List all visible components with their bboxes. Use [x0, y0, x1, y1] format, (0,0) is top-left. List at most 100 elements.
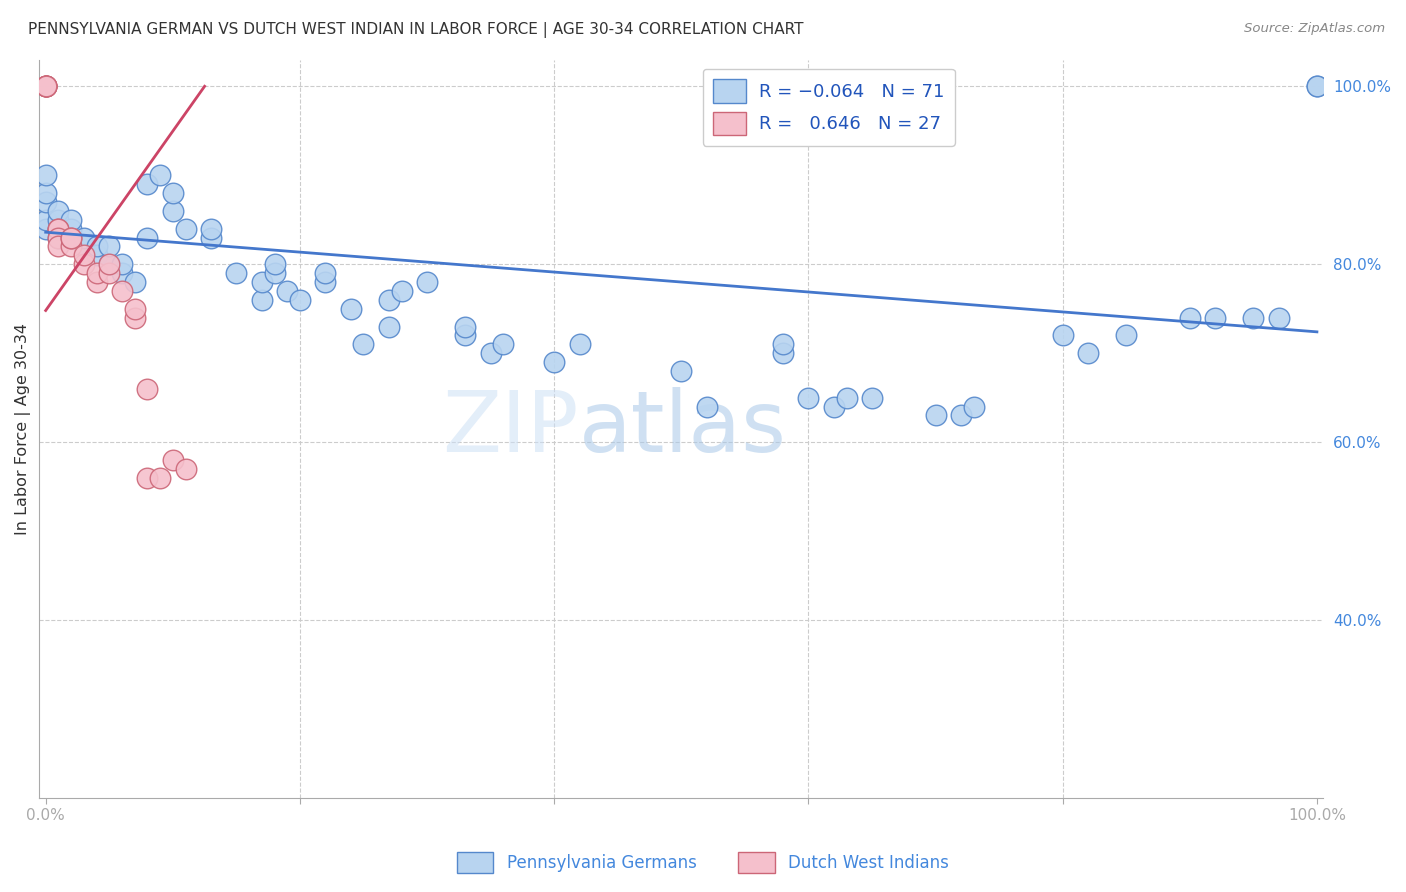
Point [378, 319, 401, 334]
Point [174, 462, 197, 476]
Point [60, 221, 83, 235]
Point [136, 382, 159, 396]
Point [1241, 310, 1264, 325]
Point [1115, 328, 1137, 343]
Point [949, 409, 972, 423]
Point [314, 275, 336, 289]
Point [34, 79, 56, 94]
Text: ZIP: ZIP [441, 387, 579, 470]
Point [60, 230, 83, 244]
Point [263, 257, 285, 271]
Point [276, 284, 298, 298]
Point [60, 230, 83, 244]
Point [963, 400, 986, 414]
Point [48, 203, 70, 218]
Point [98, 257, 121, 271]
Legend: Pennsylvania Germans, Dutch West Indians: Pennsylvania Germans, Dutch West Indians [450, 846, 956, 880]
Point [479, 346, 502, 360]
Point [111, 257, 134, 271]
Point [492, 337, 515, 351]
Text: atlas: atlas [579, 387, 786, 470]
Point [73, 239, 96, 253]
Point [671, 364, 693, 378]
Point [1306, 79, 1329, 94]
Point [48, 212, 70, 227]
Point [149, 168, 172, 182]
Point [696, 400, 718, 414]
Point [111, 284, 134, 298]
Point [136, 230, 159, 244]
Point [1052, 328, 1074, 343]
Text: PENNSYLVANIA GERMAN VS DUTCH WEST INDIAN IN LABOR FORCE | AGE 30-34 CORRELATION : PENNSYLVANIA GERMAN VS DUTCH WEST INDIAN… [28, 22, 804, 38]
Point [1306, 79, 1329, 94]
Point [200, 221, 222, 235]
Point [162, 453, 184, 467]
Point [378, 293, 401, 307]
Point [200, 230, 222, 244]
Point [1204, 310, 1226, 325]
Point [48, 221, 70, 235]
Point [250, 293, 273, 307]
Point [1268, 310, 1291, 325]
Point [86, 275, 108, 289]
Point [454, 328, 477, 343]
Point [34, 79, 56, 94]
Point [34, 168, 56, 182]
Point [454, 319, 477, 334]
Point [353, 337, 375, 351]
Point [34, 79, 56, 94]
Point [391, 284, 413, 298]
Point [86, 266, 108, 280]
Point [1178, 310, 1201, 325]
Point [162, 203, 184, 218]
Point [124, 301, 146, 316]
Point [98, 257, 121, 271]
Point [162, 186, 184, 200]
Point [835, 391, 858, 405]
Point [225, 266, 247, 280]
Point [772, 337, 794, 351]
Point [86, 248, 108, 262]
Point [797, 391, 820, 405]
Point [34, 194, 56, 209]
Point [34, 221, 56, 235]
Point [73, 248, 96, 262]
Point [1077, 346, 1099, 360]
Point [60, 239, 83, 253]
Point [86, 239, 108, 253]
Point [568, 337, 591, 351]
Point [416, 275, 439, 289]
Point [34, 212, 56, 227]
Point [34, 79, 56, 94]
Point [48, 239, 70, 253]
Point [263, 266, 285, 280]
Point [48, 221, 70, 235]
Point [34, 79, 56, 94]
Point [124, 310, 146, 325]
Point [124, 275, 146, 289]
Point [98, 266, 121, 280]
Y-axis label: In Labor Force | Age 30-34: In Labor Force | Age 30-34 [15, 323, 31, 535]
Point [174, 221, 197, 235]
Point [48, 230, 70, 244]
Point [149, 471, 172, 485]
Legend: R = −0.064   N = 71, R =   0.646   N = 27: R = −0.064 N = 71, R = 0.646 N = 27 [703, 69, 955, 145]
Point [772, 346, 794, 360]
Point [34, 186, 56, 200]
Point [60, 212, 83, 227]
Point [924, 409, 946, 423]
Point [98, 239, 121, 253]
Point [111, 266, 134, 280]
Point [136, 177, 159, 191]
Point [73, 230, 96, 244]
Point [48, 221, 70, 235]
Point [34, 79, 56, 94]
Point [288, 293, 311, 307]
Point [823, 400, 845, 414]
Point [543, 355, 565, 369]
Point [60, 230, 83, 244]
Point [339, 301, 361, 316]
Point [860, 391, 883, 405]
Point [314, 266, 336, 280]
Text: Source: ZipAtlas.com: Source: ZipAtlas.com [1244, 22, 1385, 36]
